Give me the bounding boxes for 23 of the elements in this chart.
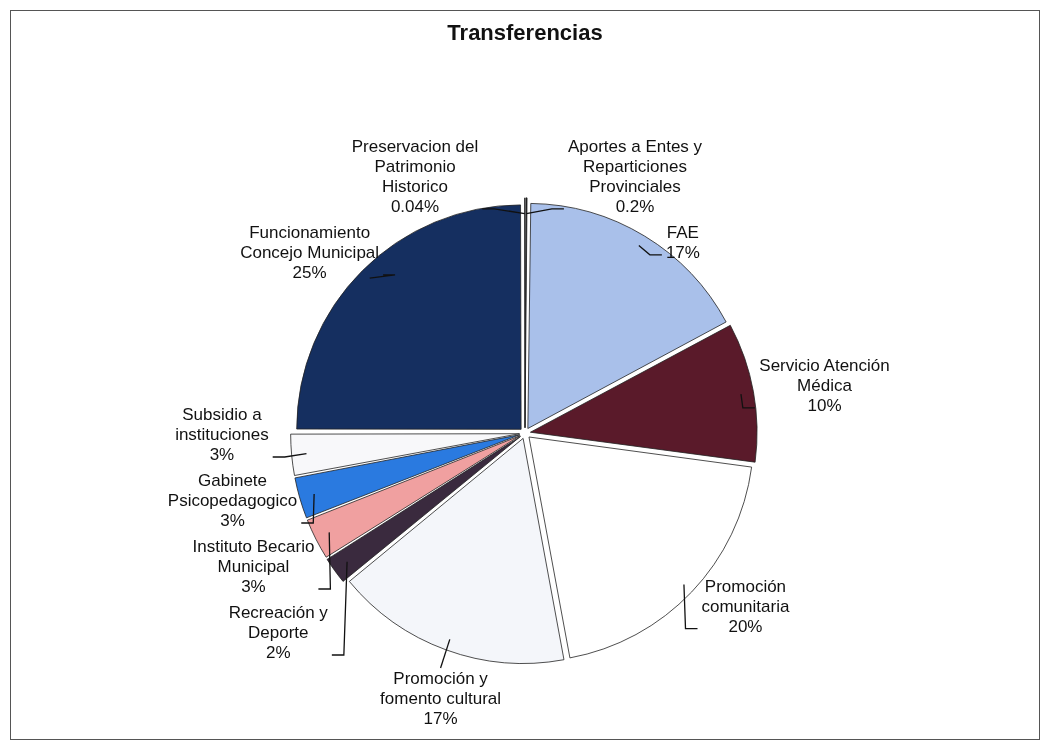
slice-label: Aportes a Entes y Reparticiones Provinciales [567,136,703,196]
slice-label: Recreación y Deporte [228,603,329,643]
slice-label: Funcionamiento Concejo Municipal [240,222,380,262]
data-label: 20% [728,616,763,636]
slice-label: Promoción y fomento cultural [380,669,502,709]
chart-title: Transferencias [447,20,603,46]
slice-label: Preservacion del Patrimonio Historico [351,136,479,196]
data-label: 25% [292,262,327,282]
data-label: 17% [665,242,700,262]
slice-label: FAE [666,222,699,242]
slice-label: Instituto Becario Municipal [192,537,315,577]
slice-label: Servicio Atención Médica [759,356,890,396]
data-label: 3% [209,445,235,465]
data-label: 10% [807,396,842,416]
data-label: 3% [241,577,266,597]
data-label: 0.2% [615,196,655,216]
slice-label: Gabinete Psicopedagogico [167,471,298,511]
data-label: 17% [423,709,458,729]
data-label: 3% [220,511,245,531]
data-label: 2% [265,643,291,663]
data-label: 0.04% [390,196,440,216]
slice-label: Subsidio a instituciones [175,405,269,445]
slice-label: Promoción comunitaria [701,576,790,616]
